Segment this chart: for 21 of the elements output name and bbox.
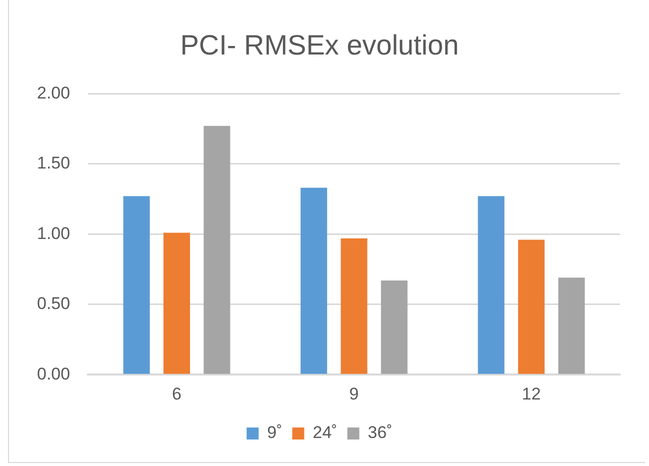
bar [340, 238, 368, 374]
legend-label: 36˚ [368, 423, 392, 442]
bar [558, 278, 585, 374]
y-tick-label: 0.00 [36, 364, 70, 384]
bar [123, 196, 150, 374]
y-tick-label: 0.50 [36, 294, 70, 314]
legend-label: 24˚ [312, 423, 338, 442]
legend-label: 9˚ [267, 423, 282, 442]
bar [518, 240, 545, 374]
bar [478, 196, 504, 374]
y-tick-label: 2.00 [36, 83, 70, 102]
bar [204, 126, 230, 374]
chart-title: PCI- RMSEx evolution [180, 30, 459, 61]
bar [300, 188, 328, 374]
bar [163, 232, 190, 374]
x-tick-label: 12 [522, 384, 541, 404]
y-tick-label: 1.00 [36, 224, 70, 243]
y-tick-label: 1.50 [36, 154, 70, 173]
bar [380, 280, 408, 374]
x-tick-label: 9 [349, 384, 359, 404]
x-tick-label: 6 [172, 384, 182, 404]
